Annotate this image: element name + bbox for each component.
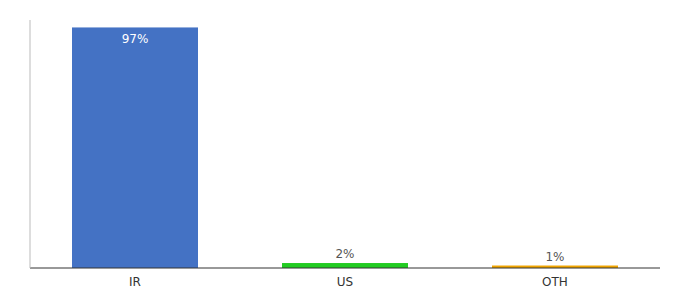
chart: IR US OTH 97% 2% 1% <box>0 0 680 300</box>
data-label: 2% <box>335 247 354 261</box>
x-tick-label: OTH <box>542 275 568 289</box>
y-axis-line <box>30 20 31 268</box>
x-axis-line <box>30 268 660 269</box>
bar <box>72 27 198 268</box>
data-label: 1% <box>545 250 564 264</box>
x-tick-label: IR <box>129 275 141 289</box>
bar <box>282 263 408 268</box>
chart-container: IR US OTH 97% 2% 1% <box>0 0 680 300</box>
x-tick-label: US <box>337 275 353 289</box>
plot-area <box>72 27 618 268</box>
data-label: 97% <box>122 32 149 46</box>
